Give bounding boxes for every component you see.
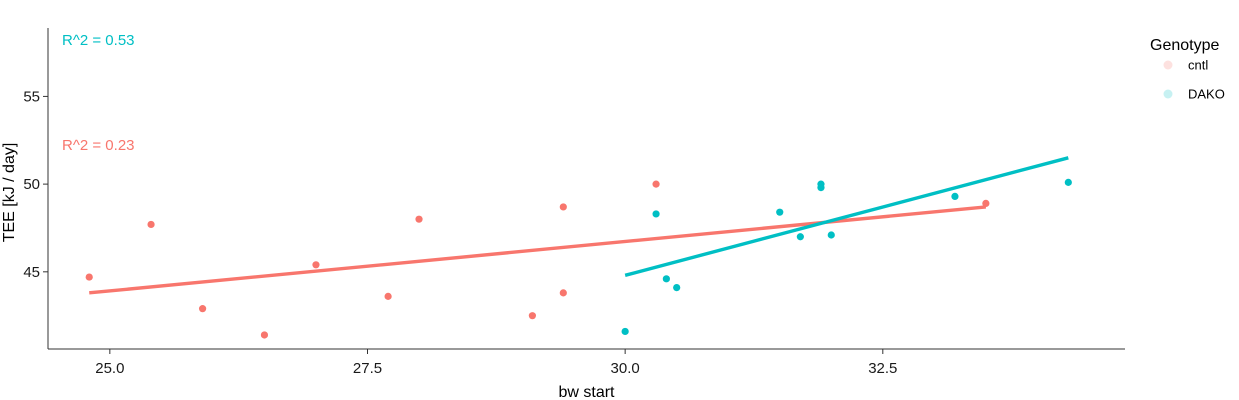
legend-label-cntl: cntl — [1188, 58, 1208, 73]
data-point-cntl — [652, 180, 660, 188]
data-point-dako — [776, 208, 784, 216]
data-point-dako — [951, 192, 959, 200]
data-point-cntl — [559, 203, 567, 211]
data-point-cntl — [384, 292, 392, 300]
data-point-cntl — [312, 261, 320, 269]
data-point-dako — [662, 275, 670, 283]
data-point-dako — [796, 233, 804, 241]
y-tick-label: 50 — [23, 176, 40, 193]
data-point-cntl — [85, 273, 93, 281]
y-tick-label: 55 — [23, 88, 40, 105]
y-axis-title: TEE [kJ / day] — [1, 143, 18, 243]
data-point-cntl — [559, 289, 567, 297]
data-point-dako — [652, 210, 660, 218]
fit-line-cntl — [89, 205, 987, 295]
axis-ticks: 25.0 27.5 30.0 32.5 45 50 55 — [23, 88, 897, 377]
x-axis-title: bw start — [558, 384, 615, 400]
data-point-dako — [817, 184, 825, 192]
fit-line-dako — [624, 156, 1069, 277]
r-squared-dako: R^2 = 0.53 — [62, 32, 135, 49]
data-point-dako — [673, 284, 681, 292]
data-point-dako — [1064, 178, 1072, 186]
r-squared-cntl: R^2 = 0.23 — [62, 137, 135, 154]
legend-key-cntl — [1163, 60, 1173, 70]
data-point-dako — [827, 231, 835, 239]
y-tick-label: 45 — [23, 264, 40, 281]
data-point-cntl — [528, 312, 536, 320]
x-tick-label: 25.0 — [95, 360, 124, 377]
data-point-cntl — [198, 305, 207, 313]
x-tick-label: 27.5 — [353, 360, 382, 377]
legend-items: cntl DAKO — [1163, 58, 1225, 102]
x-tick-label: 32.5 — [868, 360, 897, 377]
legend-title: Genotype — [1150, 37, 1219, 54]
x-tick-label: 30.0 — [611, 360, 640, 377]
data-point-cntl — [982, 199, 990, 208]
legend-label-dako: DAKO — [1188, 87, 1225, 102]
data-point-cntl — [415, 215, 423, 223]
data-point-cntl — [147, 220, 155, 229]
fit-annotations: R^2 = 0.23 R^2 = 0.53 — [62, 32, 135, 154]
legend-key-dako — [1163, 89, 1173, 99]
plot-area — [85, 156, 1072, 339]
data-point-dako — [621, 327, 629, 336]
data-point-cntl — [260, 331, 269, 339]
legend: Genotype cntl DAKO — [1150, 37, 1225, 102]
